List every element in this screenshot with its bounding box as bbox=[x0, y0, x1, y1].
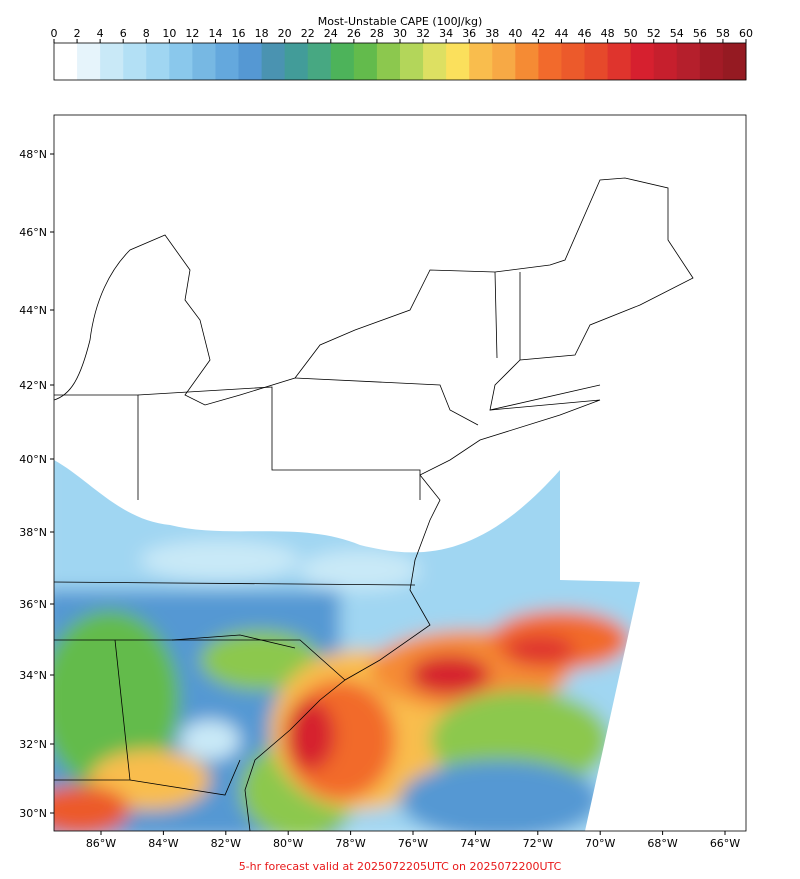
lat-axis: 48°N 46°N 44°N 42°N 40°N 38°N 36°N 34°N 32°N 30°N bbox=[19, 148, 54, 820]
lon-label: 66°W bbox=[710, 837, 740, 850]
colorbar-segment bbox=[538, 43, 562, 80]
colorbar-segment bbox=[722, 43, 747, 80]
footer: 5-hr forecast valid at 2025072205UTC on … bbox=[239, 860, 562, 873]
colorbar-segment bbox=[584, 43, 609, 80]
colorbar-tick-label: 44 bbox=[554, 27, 568, 40]
colorbar-title: Most-Unstable CAPE (100J/kg) bbox=[318, 15, 483, 28]
colorbar-segment bbox=[330, 43, 355, 80]
colorbar-segment bbox=[376, 43, 401, 80]
map-field bbox=[54, 177, 694, 831]
colorbar-tick-label: 46 bbox=[578, 27, 592, 40]
colorbar-tick-label: 36 bbox=[462, 27, 476, 40]
colorbar-tick-label: 18 bbox=[255, 27, 269, 40]
colorbar-tick-label: 4 bbox=[97, 27, 104, 40]
colorbar-segment bbox=[192, 43, 216, 80]
colorbar-segment bbox=[492, 43, 516, 80]
colorbar-segment bbox=[238, 43, 263, 80]
colorbar-tick-label: 52 bbox=[647, 27, 661, 40]
colorbar-segment bbox=[284, 43, 309, 80]
colorbar-segment bbox=[123, 43, 147, 80]
lon-label: 76°W bbox=[398, 837, 428, 850]
lon-label: 74°W bbox=[460, 837, 490, 850]
colorbar-segment bbox=[100, 43, 124, 80]
colorbar-segment bbox=[400, 43, 424, 80]
lat-label: 44°N bbox=[19, 304, 47, 317]
colorbar-tick-label: 48 bbox=[601, 27, 615, 40]
lon-label: 68°W bbox=[647, 837, 677, 850]
colorbar-segment bbox=[653, 43, 678, 80]
lon-label: 70°W bbox=[585, 837, 615, 850]
colorbar-tick-label: 20 bbox=[278, 27, 292, 40]
colorbar-segment bbox=[261, 43, 286, 80]
lon-label: 84°W bbox=[148, 837, 178, 850]
colorbar-tick-label: 24 bbox=[324, 27, 338, 40]
lon-label: 80°W bbox=[273, 837, 303, 850]
colorbar-segment bbox=[630, 43, 655, 80]
colorbar-tick-label: 14 bbox=[208, 27, 222, 40]
colorbar-segment bbox=[607, 43, 632, 80]
colorbar-segment bbox=[561, 43, 586, 80]
lat-label: 32°N bbox=[19, 738, 47, 751]
colorbar-segment bbox=[699, 43, 724, 80]
colorbar-tick-label: 60 bbox=[739, 27, 753, 40]
colorbar-segment bbox=[169, 43, 193, 80]
colorbar-tick-label: 30 bbox=[393, 27, 407, 40]
colorbar-tick-label: 22 bbox=[301, 27, 315, 40]
colorbar-segment bbox=[515, 43, 539, 80]
lat-label: 38°N bbox=[19, 526, 47, 539]
lat-label: 42°N bbox=[19, 379, 47, 392]
colorbar-segment bbox=[54, 43, 78, 80]
colorbar-tick-label: 54 bbox=[670, 27, 684, 40]
colorbar-tick-label: 42 bbox=[531, 27, 545, 40]
lon-label: 82°W bbox=[211, 837, 241, 850]
colorbar-tick-label: 28 bbox=[370, 27, 384, 40]
colorbar-tick-label: 56 bbox=[693, 27, 707, 40]
colorbar-segment bbox=[215, 43, 240, 80]
lat-label: 46°N bbox=[19, 226, 47, 239]
lat-label: 30°N bbox=[19, 807, 47, 820]
colorbar-tick-label: 26 bbox=[347, 27, 361, 40]
lat-label: 34°N bbox=[19, 669, 47, 682]
colorbar-segment bbox=[77, 43, 101, 80]
lon-label: 78°W bbox=[335, 837, 365, 850]
colorbar-segment bbox=[423, 43, 447, 80]
lon-label: 72°W bbox=[523, 837, 553, 850]
lon-axis: 86°W 84°W 82°W 80°W 78°W 76°W 74°W 72°W 70°W 68°W… bbox=[86, 831, 740, 850]
colorbar-tick-label: 38 bbox=[485, 27, 499, 40]
colorbar-tick-label: 32 bbox=[416, 27, 430, 40]
colorbar-segment bbox=[353, 43, 378, 80]
colorbar: 0 2 4 6 8 10 12 14 16 18 20 22 24 26 28 30 32 34 36 38 40 42 4… bbox=[51, 27, 753, 80]
lon-label: 86°W bbox=[86, 837, 116, 850]
colorbar-tick-label: 0 bbox=[51, 27, 58, 40]
colorbar-tick-label: 40 bbox=[508, 27, 522, 40]
lat-label: 36°N bbox=[19, 598, 47, 611]
colorbar-segment bbox=[146, 43, 170, 80]
colorbar-tick-label: 10 bbox=[162, 27, 176, 40]
colorbar-tick-label: 34 bbox=[439, 27, 453, 40]
colorbar-tick-label: 8 bbox=[143, 27, 150, 40]
colorbar-tick-label: 16 bbox=[232, 27, 246, 40]
map-frame bbox=[53, 114, 747, 832]
colorbar-tick-label: 50 bbox=[624, 27, 638, 40]
colorbar-segment bbox=[446, 43, 470, 80]
colorbar-tick-label: 2 bbox=[74, 27, 81, 40]
colorbar-segment bbox=[469, 43, 493, 80]
lat-label: 48°N bbox=[19, 148, 47, 161]
colorbar-frame bbox=[53, 42, 747, 81]
colorbar-segment bbox=[307, 43, 332, 80]
colorbar-tick-label: 58 bbox=[716, 27, 730, 40]
lat-label: 40°N bbox=[19, 453, 47, 466]
colorbar-tick-label: 6 bbox=[120, 27, 127, 40]
colorbar-tick-label: 12 bbox=[185, 27, 199, 40]
boundaries bbox=[54, 177, 694, 831]
colorbar-segment bbox=[676, 43, 701, 80]
